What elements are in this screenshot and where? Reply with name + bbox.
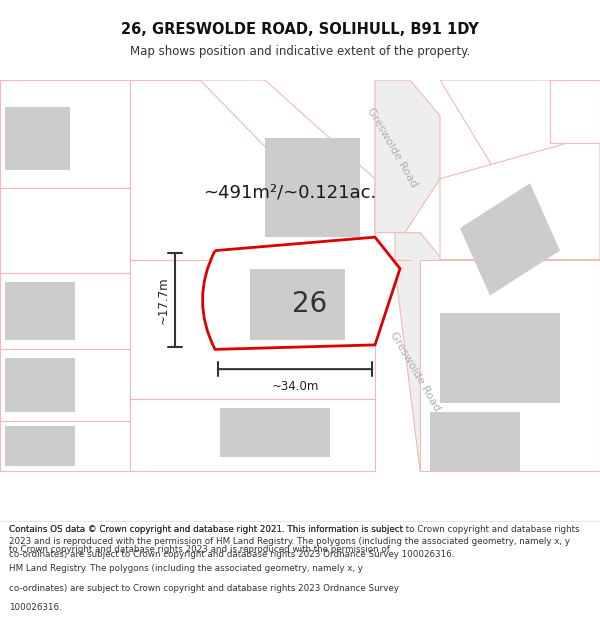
- Polygon shape: [130, 80, 375, 259]
- Text: 26: 26: [292, 291, 328, 319]
- Text: ~34.0m: ~34.0m: [271, 380, 319, 393]
- Polygon shape: [220, 408, 330, 457]
- Text: Contains OS data © Crown copyright and database right 2021. This information is : Contains OS data © Crown copyright and d…: [9, 525, 403, 534]
- Text: HM Land Registry. The polygons (including the associated geometry, namely x, y: HM Land Registry. The polygons (includin…: [9, 564, 363, 573]
- Polygon shape: [130, 259, 375, 399]
- Polygon shape: [5, 426, 75, 466]
- Polygon shape: [130, 399, 375, 471]
- Polygon shape: [0, 80, 130, 188]
- Text: 26, GRESWOLDE ROAD, SOLIHULL, B91 1DY: 26, GRESWOLDE ROAD, SOLIHULL, B91 1DY: [121, 22, 479, 38]
- Polygon shape: [250, 269, 345, 341]
- Polygon shape: [5, 282, 75, 341]
- Polygon shape: [5, 358, 75, 412]
- Polygon shape: [5, 107, 70, 170]
- Polygon shape: [550, 80, 600, 143]
- Polygon shape: [0, 349, 130, 421]
- Polygon shape: [375, 80, 440, 232]
- Polygon shape: [0, 421, 130, 471]
- Polygon shape: [420, 259, 600, 471]
- Polygon shape: [440, 134, 600, 259]
- Polygon shape: [440, 80, 600, 179]
- Text: Greswolde Road: Greswolde Road: [388, 330, 442, 413]
- Text: co-ordinates) are subject to Crown copyright and database rights 2023 Ordnance S: co-ordinates) are subject to Crown copyr…: [9, 584, 399, 592]
- Polygon shape: [440, 314, 560, 403]
- Text: 100026316.: 100026316.: [9, 603, 62, 612]
- Text: ~491m²/~0.121ac.: ~491m²/~0.121ac.: [203, 183, 377, 201]
- Polygon shape: [460, 183, 560, 296]
- Text: to Crown copyright and database rights 2023 and is reproduced with the permissio: to Crown copyright and database rights 2…: [9, 544, 390, 554]
- Polygon shape: [265, 138, 360, 237]
- Text: Contains OS data © Crown copyright and database right 2021. This information is : Contains OS data © Crown copyright and d…: [9, 525, 580, 559]
- Text: ~17.7m: ~17.7m: [157, 276, 170, 324]
- Polygon shape: [0, 273, 130, 349]
- Text: Greswolde Road: Greswolde Road: [365, 106, 419, 189]
- Polygon shape: [0, 188, 130, 273]
- Polygon shape: [395, 232, 450, 471]
- Polygon shape: [430, 412, 520, 471]
- Text: Map shows position and indicative extent of the property.: Map shows position and indicative extent…: [130, 44, 470, 58]
- PathPatch shape: [203, 237, 400, 349]
